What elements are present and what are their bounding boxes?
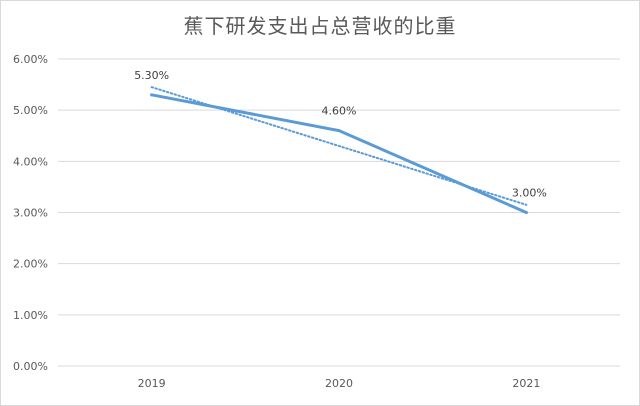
data-labels: 5.30% 4.60% 3.00% bbox=[134, 69, 547, 200]
y-tick-label-6: 6.00% bbox=[13, 53, 48, 66]
x-tick-label-2019: 2019 bbox=[138, 377, 166, 390]
data-point-2020 bbox=[337, 129, 341, 133]
data-label-2020: 4.60% bbox=[322, 105, 357, 118]
data-point-2021 bbox=[524, 211, 528, 214]
x-tick-label-2021: 2021 bbox=[512, 377, 540, 390]
data-point-2019 bbox=[150, 93, 154, 97]
y-tick-label-0: 0.00% bbox=[13, 360, 48, 373]
chart-title: 蕉下研发支出占总营收的比重 bbox=[183, 14, 457, 38]
data-label-2021: 3.00% bbox=[512, 187, 547, 200]
data-label-2019: 5.30% bbox=[134, 69, 169, 82]
x-axis-tick-labels: 2019 2020 2021 bbox=[138, 377, 541, 390]
y-tick-label-5: 5.00% bbox=[13, 104, 48, 117]
series-layer bbox=[150, 93, 528, 214]
y-tick-label-2: 2.00% bbox=[13, 258, 48, 271]
y-tick-label-4: 4.00% bbox=[13, 155, 48, 168]
y-tick-label-3: 3.00% bbox=[13, 207, 48, 220]
y-tick-label-1: 1.00% bbox=[13, 309, 48, 322]
y-axis-tick-labels: 0.00% 1.00% 2.00% 3.00% 4.00% 5.00% 6.00% bbox=[13, 53, 48, 373]
x-tick-label-2020: 2020 bbox=[325, 377, 353, 390]
